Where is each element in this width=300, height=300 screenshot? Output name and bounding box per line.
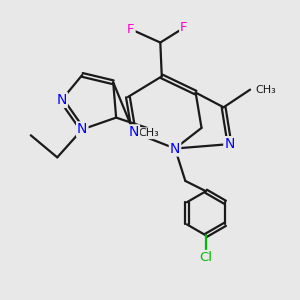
Text: F: F — [180, 21, 188, 34]
Text: Cl: Cl — [200, 251, 212, 264]
Text: N: N — [129, 125, 139, 139]
Text: CH₃: CH₃ — [255, 85, 276, 94]
Text: F: F — [127, 23, 135, 36]
Text: N: N — [77, 122, 88, 136]
Text: N: N — [56, 93, 67, 107]
Text: CH₃: CH₃ — [138, 128, 159, 138]
Text: N: N — [224, 137, 235, 151]
Text: N: N — [170, 142, 180, 155]
